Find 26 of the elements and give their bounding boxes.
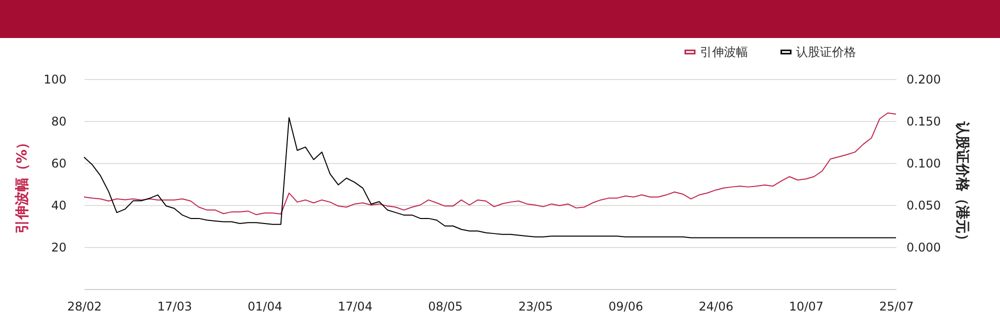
y2-axis-title: 认股证价格（港元） — [954, 120, 970, 248]
x-tick-label: 28/02 — [67, 300, 102, 314]
y2-tick-label: 0.050 — [906, 198, 941, 212]
y2-tick-label: 0.150 — [906, 114, 941, 128]
x-tick-label: 24/06 — [698, 300, 734, 314]
x-tick-label: 25/07 — [879, 300, 914, 314]
y2-tick-label: 0.100 — [906, 156, 941, 170]
line-series — [84, 112, 896, 216]
legend-label: 认股证价格 — [796, 45, 856, 59]
y-tick-label: 80 — [51, 114, 66, 128]
x-tick-label: 23/05 — [518, 300, 553, 314]
y-tick-label: 60 — [51, 156, 66, 170]
y-tick-label: 40 — [51, 198, 66, 212]
x-tick-label: 08/05 — [428, 300, 463, 314]
x-tick-label: 17/03 — [157, 300, 192, 314]
x-tick-label: 10/07 — [788, 300, 824, 314]
y-tick-label: 100 — [44, 72, 66, 86]
y-tick-label: 20 — [51, 240, 66, 254]
x-tick-label: 09/06 — [608, 300, 644, 314]
y-axis-title: 引伸波幅（%） — [14, 135, 31, 234]
y2-tick-label: 0.200 — [906, 72, 941, 86]
y2-tick-label: 0.000 — [906, 240, 941, 254]
x-tick-label: 01/04 — [248, 300, 282, 314]
line-series — [84, 117, 896, 238]
legend-label: 引伸波幅 — [700, 45, 748, 59]
x-tick-label: 17/04 — [338, 300, 372, 314]
